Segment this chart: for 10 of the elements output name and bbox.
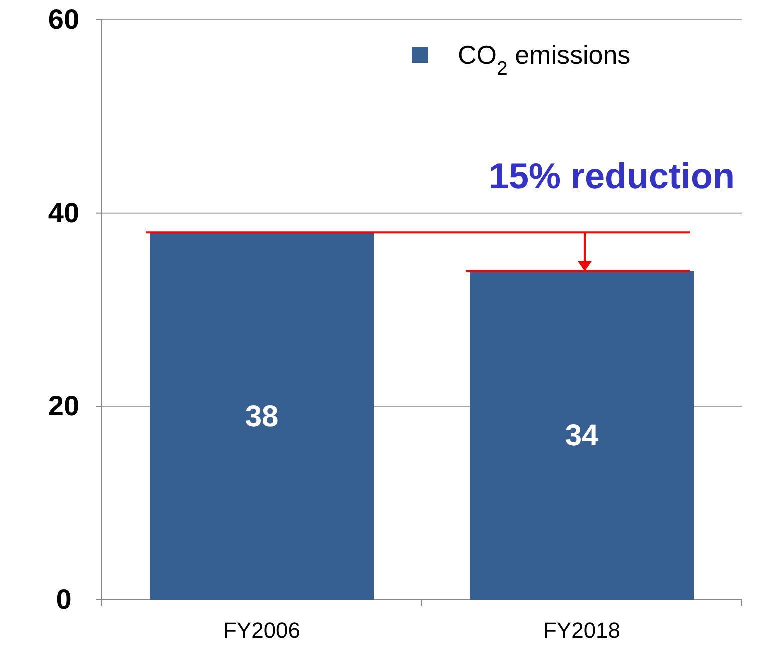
- y-tick-label: 40: [48, 197, 80, 228]
- x-tick-label: FY2018: [543, 618, 621, 644]
- y-tick-label: 0: [56, 584, 72, 615]
- annotation: 15% reduction: [488, 156, 736, 197]
- data-label: 38: [245, 400, 279, 434]
- y-tick-label: 20: [48, 390, 80, 422]
- y-tick-label: 60: [48, 4, 80, 35]
- data-label: 34: [565, 420, 599, 453]
- legend-label: CO$_{2}$ emissions: [458, 40, 631, 80]
- x-tick-label: FY2006: [223, 618, 301, 644]
